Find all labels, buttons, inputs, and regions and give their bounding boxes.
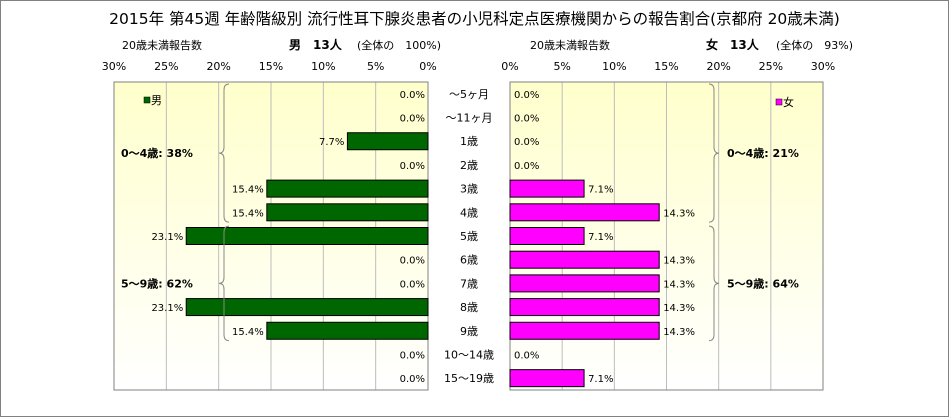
male-brace-0-4 — [218, 83, 230, 223]
female-data-label: 14.3% — [663, 279, 695, 290]
age-category-label: 9歳 — [460, 325, 478, 338]
female-tick-label: 10% — [602, 60, 626, 73]
male-bar — [346, 132, 429, 151]
female-group-5-9-label: 5～9歳: 64% — [727, 276, 799, 290]
female-tick-label: 15% — [654, 60, 678, 73]
female-data-label: 0.0% — [514, 161, 539, 172]
age-category-label: 5歳 — [460, 230, 478, 243]
age-category-labels: ～5ヶ月 ～11ヶ月 1歳 2歳 3歳 4歳 5歳 6歳 7歳 8歳 9歳 10～14歳 15～19歳 — [444, 88, 494, 385]
male-caption: 20歳未満報告数 — [122, 39, 202, 52]
male-data-label: 0.0% — [400, 350, 425, 361]
male-brace-5-9 — [218, 225, 230, 342]
male-data-label: 0.0% — [400, 90, 425, 101]
female-data-label: 7.1% — [588, 232, 613, 243]
age-category-label: 8歳 — [460, 301, 478, 314]
female-bar — [509, 179, 585, 198]
male-data-label: 0.0% — [400, 374, 425, 385]
male-data-label: 23.1% — [151, 303, 183, 314]
female-data-label: 0.0% — [514, 114, 539, 125]
female-bar — [509, 227, 585, 245]
female-tick-label: 5% — [553, 60, 570, 73]
male-data-label: 15.4% — [232, 208, 264, 219]
female-tick-label: 20% — [706, 60, 730, 73]
age-category-label: ～5ヶ月 — [449, 88, 489, 101]
male-tick-label: 20% — [206, 60, 230, 73]
age-category-label: 2歳 — [460, 159, 478, 172]
age-category-label: 10～14歳 — [444, 348, 494, 361]
male-tick-label: 25% — [154, 60, 178, 73]
female-brace-0-4 — [708, 83, 720, 223]
female-tick-label: 0% — [501, 60, 518, 73]
chart-title: 2015年 第45週 年齢階級別 流行性耳下腺炎患者の小児科定点医療機関からの報… — [109, 10, 840, 28]
female-group-0-4-label: 0～4歳: 21% — [727, 146, 799, 160]
male-data-label: 0.0% — [400, 161, 425, 172]
male-group-0-4-label: 0～4歳: 38% — [121, 146, 193, 160]
age-category-label: 7歳 — [460, 277, 478, 290]
female-data-label: 14.3% — [663, 303, 695, 314]
female-data-label: 14.3% — [663, 327, 695, 338]
male-data-label: 15.4% — [232, 327, 264, 338]
female-tick-label: 30% — [811, 60, 835, 73]
male-tick-label: 0% — [419, 60, 436, 73]
female-caption: 20歳未満報告数 — [530, 39, 610, 52]
female-tick-label: 25% — [759, 60, 783, 73]
male-data-label: 7.7% — [319, 137, 344, 148]
female-data-label: 7.1% — [588, 374, 613, 385]
female-data-label: 0.0% — [514, 350, 539, 361]
male-data-label: 23.1% — [151, 232, 183, 243]
male-bar — [266, 203, 429, 222]
female-data-label: 14.3% — [663, 208, 695, 219]
male-tick-label: 10% — [311, 60, 335, 73]
age-category-label: 15～19歳 — [444, 372, 494, 385]
male-share: (全体の 100%) — [357, 39, 442, 52]
female-data-label: 14.3% — [663, 256, 695, 267]
female-share: (全体の 93%) — [776, 39, 854, 52]
male-tick-label: 30% — [102, 60, 126, 73]
age-category-label: 6歳 — [460, 254, 478, 267]
age-category-label: 3歳 — [460, 183, 478, 196]
male-tick-label: 5% — [367, 60, 384, 73]
male-bar — [185, 227, 429, 245]
male-data-label: 0.0% — [400, 114, 425, 125]
female-plot: 0% 5% 10% 15% 20% 25% 30% 0.0% 0.0% 0.0% 0.0% 7.1% 1… — [501, 60, 835, 391]
male-data-label: 0.0% — [400, 279, 425, 290]
male-total: 男 13人 — [289, 38, 342, 52]
male-data-label: 0.0% — [400, 256, 425, 267]
female-bar — [509, 203, 660, 222]
male-plot: 30% 25% 20% 15% 10% 5% 0% 0.0% 0.0% 7.7% 0.0% 15.4%… — [102, 60, 437, 391]
male-bar — [266, 179, 429, 198]
female-data-label: 0.0% — [514, 90, 539, 101]
male-group-5-9-label: 5～9歳: 62% — [121, 276, 193, 290]
female-data-label: 7.1% — [588, 185, 613, 196]
female-bar — [509, 369, 585, 388]
female-bar — [509, 250, 660, 269]
male-legend-label: 男 — [151, 94, 162, 107]
age-category-label: ～11ヶ月 — [446, 112, 493, 125]
female-brace-5-9 — [708, 225, 720, 342]
male-bar — [185, 298, 429, 317]
male-tick-label: 15% — [259, 60, 283, 73]
female-bar — [509, 298, 660, 317]
female-legend-label: 女 — [783, 95, 794, 109]
age-category-label: 1歳 — [460, 135, 478, 148]
female-data-label: 0.0% — [514, 137, 539, 148]
female-legend-swatch — [775, 98, 783, 106]
male-data-label: 15.4% — [232, 185, 264, 196]
female-total: 女 13人 — [706, 38, 759, 52]
female-bar — [509, 274, 660, 293]
male-bar — [266, 321, 429, 340]
male-legend-swatch — [143, 96, 151, 104]
female-bar — [509, 321, 660, 340]
age-category-label: 4歳 — [460, 206, 478, 219]
